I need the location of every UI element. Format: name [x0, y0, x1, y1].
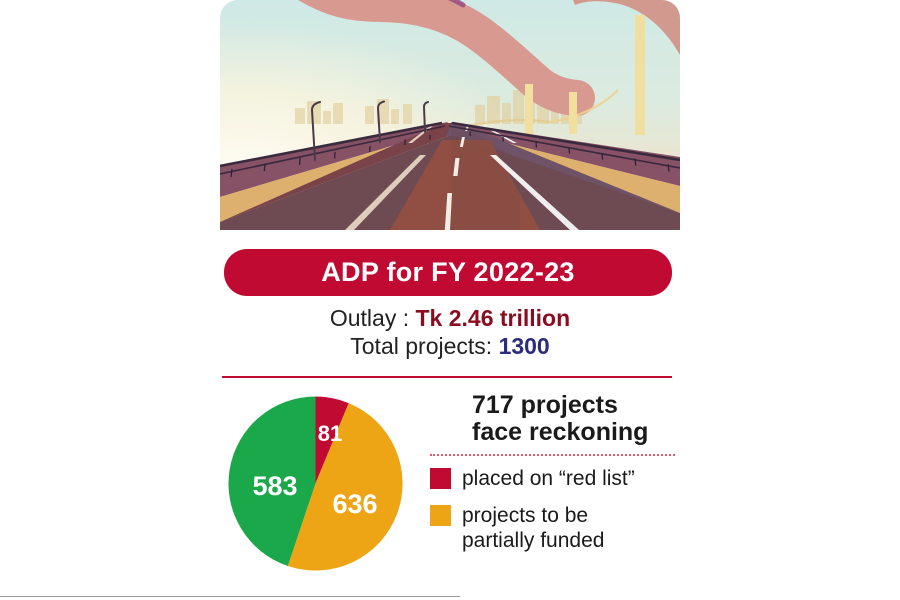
svg-text:636: 636 — [332, 489, 377, 519]
svg-text:583: 583 — [252, 471, 297, 501]
svg-text:81: 81 — [318, 421, 342, 446]
